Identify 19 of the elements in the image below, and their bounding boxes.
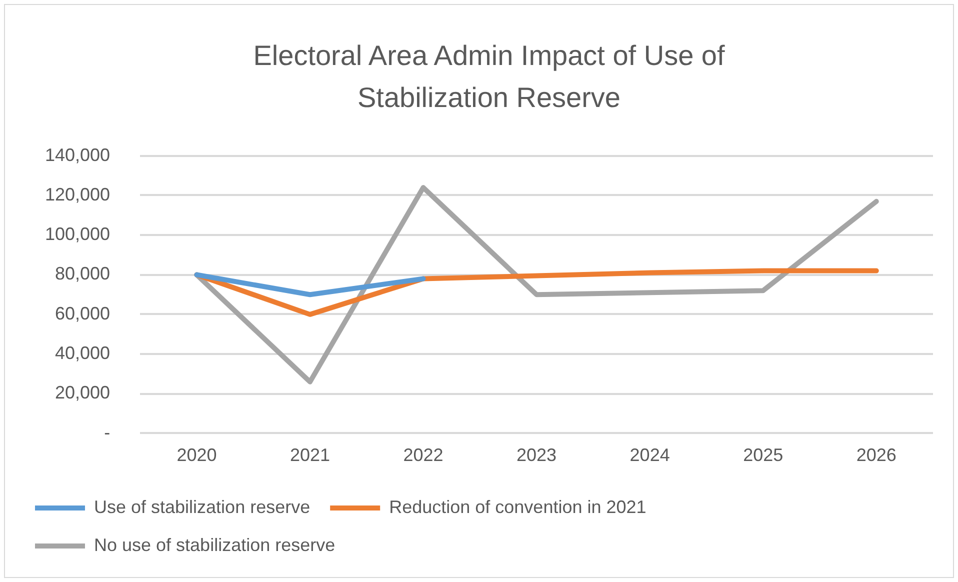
y-tick-label: 120,000 <box>44 184 110 204</box>
y-tick-label: - <box>104 422 110 442</box>
x-tick-label: 2025 <box>743 445 784 466</box>
legend-label: No use of stabilization reserve <box>94 534 336 555</box>
legend-label: Use of stabilization reserve <box>94 496 310 517</box>
x-tick-label: 2022 <box>403 445 444 466</box>
x-tick-label: 2026 <box>856 445 896 466</box>
y-tick-label: 100,000 <box>44 224 110 244</box>
x-tick-label: 2021 <box>290 445 330 466</box>
y-tick-label: 60,000 <box>55 303 110 324</box>
chart-title: Electoral Area Admin Impact of Use of Stabilization Reserve <box>252 39 726 115</box>
x-tick-label: 2024 <box>630 445 670 466</box>
y-tick-label: 20,000 <box>55 382 110 403</box>
y-tick-label: 140,000 <box>44 144 110 165</box>
x-tick-label: 2020 <box>176 445 217 466</box>
legend-label: Reduction of convention in 2021 <box>389 496 646 517</box>
y-tick-label: 40,000 <box>55 343 110 364</box>
x-tick-label: 2023 <box>516 445 557 466</box>
y-tick-label: 80,000 <box>55 264 110 284</box>
